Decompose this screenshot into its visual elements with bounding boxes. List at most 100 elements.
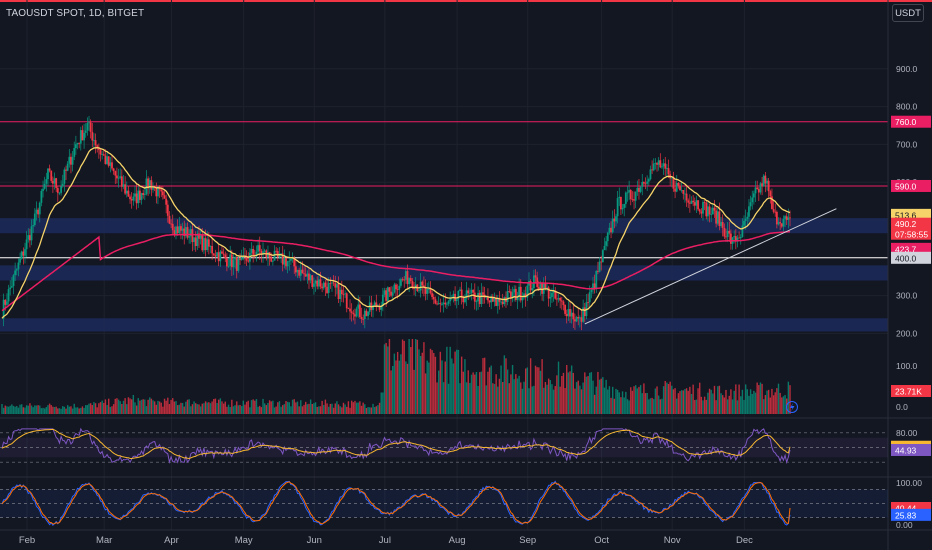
candle-body	[562, 301, 565, 305]
candle-body	[766, 180, 768, 184]
volume-bar	[731, 399, 734, 414]
lightning-icon-ring	[786, 401, 798, 413]
candle-body	[281, 253, 284, 265]
candle-body	[560, 300, 563, 302]
volume-bar	[777, 383, 780, 414]
candle-body	[511, 292, 514, 299]
volume-bar	[34, 405, 36, 414]
candle-body	[193, 237, 195, 243]
candle-body	[628, 190, 631, 193]
volume-bar	[628, 400, 630, 414]
volume-bar	[109, 406, 112, 414]
candle-body	[730, 233, 732, 244]
volume-bar	[518, 375, 520, 414]
candle-body	[418, 290, 420, 292]
volume-bar	[676, 398, 678, 414]
candle-body	[19, 258, 21, 263]
x-tick-label: Dec	[736, 535, 753, 546]
candle-body	[235, 257, 238, 271]
volume-bar	[390, 370, 392, 414]
volume-bar	[168, 404, 171, 414]
stoch-d-label-bg	[891, 501, 931, 514]
candle-body	[413, 287, 415, 290]
candle-body	[785, 216, 788, 220]
candle-body	[656, 163, 658, 165]
candle-body	[352, 312, 355, 315]
candle-body	[464, 298, 466, 303]
candle-body	[152, 187, 154, 190]
volume-bar	[539, 370, 542, 414]
candle-body	[106, 156, 108, 164]
volume-bar	[759, 382, 762, 414]
candle-body	[53, 178, 56, 184]
candle-body	[559, 298, 562, 301]
volume-bar	[500, 365, 502, 414]
volume-bar	[672, 389, 675, 414]
candle-body	[10, 286, 13, 288]
volume-bar	[181, 402, 184, 414]
volume-bar	[454, 351, 456, 414]
candle-body	[749, 202, 752, 207]
volume-bar	[206, 402, 208, 414]
candle-body	[308, 273, 310, 281]
candle-body	[124, 184, 127, 194]
candle-body	[670, 177, 673, 179]
volume-bar	[319, 406, 322, 414]
candle-body	[362, 318, 365, 320]
candle-body	[564, 304, 566, 314]
volume-bar	[625, 391, 627, 414]
volume-tick-label: 100.0	[896, 361, 918, 371]
volume-bar	[592, 380, 594, 414]
candle-body	[247, 260, 250, 262]
volume-bar	[753, 390, 755, 414]
candle-body	[516, 296, 519, 300]
volume-bar	[718, 385, 721, 414]
candle-body	[641, 182, 644, 187]
candle-body	[767, 180, 770, 192]
volume-bar	[580, 389, 583, 414]
candle-body	[728, 230, 731, 234]
candle-body	[358, 304, 361, 317]
volume-bar	[457, 349, 460, 414]
candle-body	[357, 304, 360, 309]
candle-body	[705, 202, 708, 217]
resistance-price-label: 760.0	[895, 117, 917, 127]
volume-bar	[725, 389, 727, 414]
volume-bar	[155, 404, 158, 414]
candle-body	[762, 175, 765, 187]
volume-bar	[700, 396, 703, 414]
volume-bar	[268, 400, 271, 414]
candle-body	[437, 303, 440, 305]
candle-body	[267, 252, 269, 258]
candle-body	[380, 305, 383, 310]
candle-body	[38, 202, 41, 215]
candle-body	[698, 209, 701, 212]
volume-bar	[259, 405, 261, 414]
volume-bar	[55, 406, 57, 414]
volume-bar	[75, 407, 77, 414]
volume-bar	[526, 367, 529, 414]
volume-bar	[373, 407, 376, 414]
candle-body	[588, 292, 591, 303]
volume-bar	[646, 393, 648, 414]
candle-body	[165, 198, 168, 205]
volume-bar	[237, 405, 240, 414]
currency-button[interactable]: USDT	[892, 4, 924, 22]
volume-bar	[713, 385, 716, 414]
candle-body	[354, 314, 356, 317]
volume-bar	[249, 407, 251, 414]
volume-bar	[439, 351, 442, 414]
candle-body	[743, 220, 745, 226]
volume-bar	[244, 404, 246, 414]
candle-body	[789, 217, 791, 219]
volume-bar	[692, 384, 694, 414]
candle-body	[761, 183, 763, 187]
volume-bar	[597, 371, 599, 414]
volume-bar	[267, 402, 269, 414]
volume-bar	[30, 405, 33, 414]
candle-body	[661, 166, 663, 168]
candle-body	[263, 250, 266, 252]
volume-bar	[467, 370, 469, 414]
candle-body	[252, 248, 255, 255]
